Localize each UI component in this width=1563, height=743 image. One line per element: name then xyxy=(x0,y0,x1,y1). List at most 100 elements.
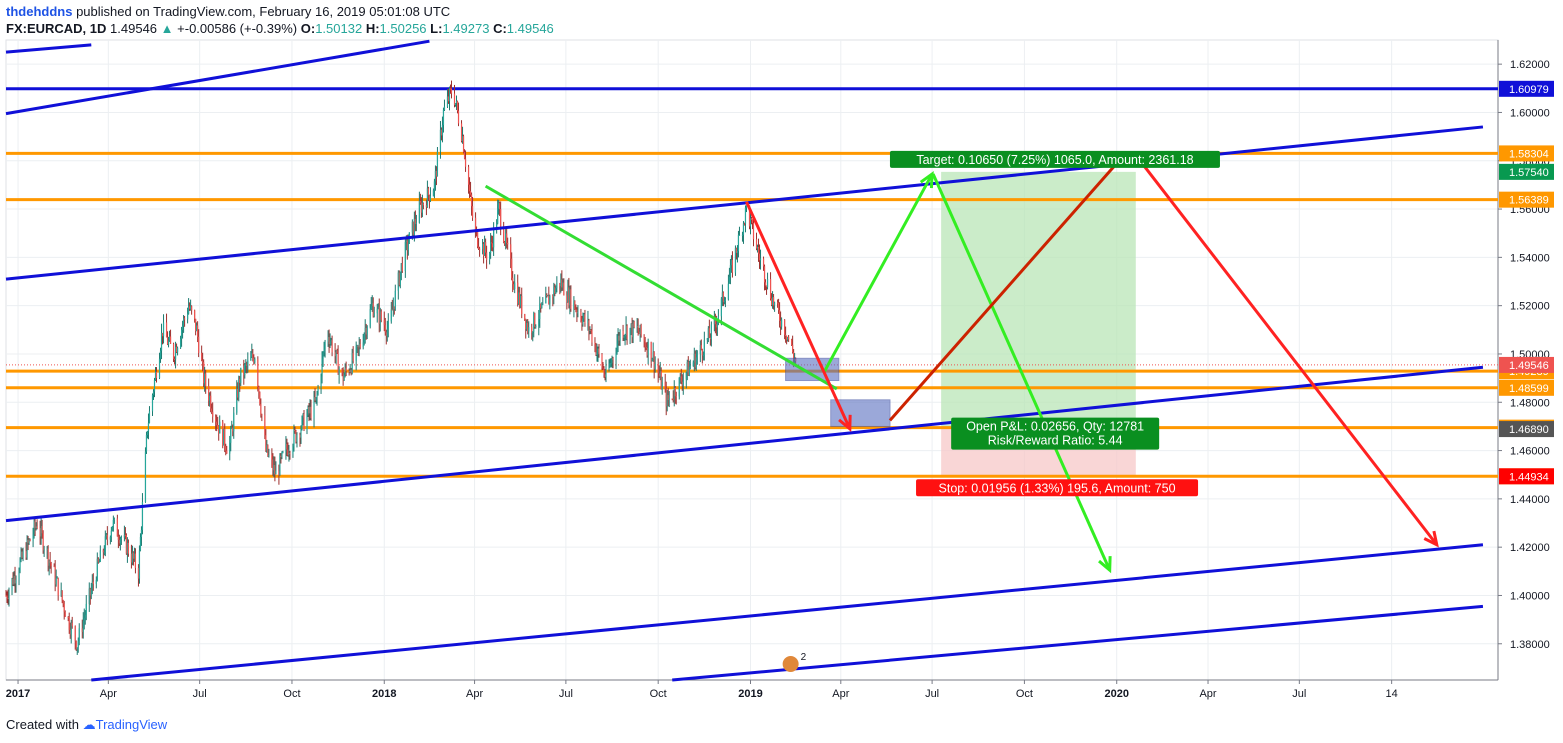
candle-body xyxy=(425,205,428,208)
candle-body xyxy=(237,388,239,398)
candle-body xyxy=(468,184,471,192)
candle-body xyxy=(36,526,38,529)
candle-body xyxy=(83,617,85,621)
candle-body xyxy=(218,425,220,434)
bearish-target-arrow xyxy=(931,173,1112,571)
candle-body xyxy=(198,336,200,353)
candle-body xyxy=(658,373,660,377)
candle-body xyxy=(657,364,659,374)
event-count: 2 xyxy=(801,652,807,663)
candle-body xyxy=(315,397,317,401)
candle-body xyxy=(89,588,91,596)
candle-body xyxy=(673,387,675,399)
candle-body xyxy=(461,136,464,142)
candle-body xyxy=(441,125,444,136)
candle-body xyxy=(160,332,163,351)
candle-body xyxy=(784,319,786,335)
candle-body xyxy=(505,233,507,244)
candle-body xyxy=(647,341,649,356)
candle-body xyxy=(287,449,289,456)
candle-body xyxy=(637,326,639,332)
candle-body xyxy=(387,321,389,329)
candle-body xyxy=(610,363,612,365)
candle-body xyxy=(651,358,653,361)
candle-body xyxy=(666,395,668,407)
candle-body xyxy=(750,218,753,220)
candle-body xyxy=(195,318,197,331)
candle-body xyxy=(275,470,277,475)
channel-trendline xyxy=(672,604,1484,682)
candle-body xyxy=(362,342,364,348)
candle-body xyxy=(675,396,677,398)
candle-body xyxy=(793,352,795,360)
candle-body xyxy=(201,352,203,361)
candle-body xyxy=(306,415,308,430)
high-value: 1.50256 xyxy=(379,21,427,36)
author-name[interactable]: thdehddns xyxy=(6,4,73,19)
candle-body xyxy=(400,263,402,272)
candle-body xyxy=(246,364,248,366)
price-axis-tag-label: 1.48599 xyxy=(1509,383,1549,395)
candle-body xyxy=(47,548,49,566)
candle-body xyxy=(738,234,741,236)
candle-body xyxy=(293,429,295,447)
symbol-label[interactable]: FX:EURCAD, 1D xyxy=(6,21,107,36)
candle-body xyxy=(314,397,316,401)
candle-body xyxy=(335,350,337,357)
candle-body xyxy=(286,443,288,450)
candle-body xyxy=(702,355,704,357)
candle-body xyxy=(386,328,388,337)
candle-body xyxy=(271,455,273,460)
candle-body xyxy=(483,243,485,256)
candle-body xyxy=(442,109,445,126)
long-term-drop-arrow-head xyxy=(1423,530,1439,548)
open-pnl-label: Risk/Reward Ratio: 5.44 xyxy=(988,434,1123,448)
plot-area xyxy=(5,39,1499,681)
candle-body xyxy=(440,129,443,136)
candle-body xyxy=(787,337,789,340)
candle-body xyxy=(716,320,718,328)
price-axis-tag-label: 1.46890 xyxy=(1509,424,1549,436)
candle-body xyxy=(609,363,611,367)
candle-body xyxy=(534,313,536,327)
channel-trendline xyxy=(5,125,1484,281)
candle-body xyxy=(301,417,303,430)
candle-body xyxy=(75,641,77,650)
candle-body xyxy=(659,371,661,377)
candle-body xyxy=(280,455,282,458)
candle-body xyxy=(204,373,206,384)
candle-body xyxy=(682,379,684,386)
price-axis-tag-label: 1.57540 xyxy=(1509,167,1549,179)
candle-body xyxy=(419,200,421,203)
candle-body xyxy=(71,623,73,627)
candle-body xyxy=(490,242,492,253)
candle-body xyxy=(563,282,565,296)
x-tick-label: Oct xyxy=(1016,688,1033,700)
tradingview-brand[interactable]: TradingView xyxy=(95,717,168,732)
candle-body xyxy=(596,352,598,355)
y-tick-label: 1.46000 xyxy=(1510,446,1550,458)
candle-body xyxy=(203,362,205,384)
candle-body xyxy=(226,450,228,454)
bullish-arrow xyxy=(822,173,934,374)
price-axis-tag-label: 1.58304 xyxy=(1509,148,1549,160)
candle-body xyxy=(92,581,94,584)
candle-body xyxy=(216,421,218,425)
candle-body xyxy=(257,358,259,387)
candle-body xyxy=(604,374,606,378)
candle-body xyxy=(123,534,125,538)
candle-body xyxy=(785,334,787,336)
x-tick-label: Oct xyxy=(650,688,667,700)
candle-body xyxy=(98,561,100,563)
candle-body xyxy=(14,575,16,584)
candle-body xyxy=(519,292,521,306)
candle-body xyxy=(309,406,311,414)
candle-body xyxy=(742,223,745,235)
candle-body xyxy=(240,367,242,383)
price-axis-tag-label: 1.60979 xyxy=(1509,84,1549,96)
candle-body xyxy=(247,360,249,366)
candle-body xyxy=(165,322,168,338)
candle-body xyxy=(559,283,561,287)
candle-body xyxy=(154,371,157,380)
